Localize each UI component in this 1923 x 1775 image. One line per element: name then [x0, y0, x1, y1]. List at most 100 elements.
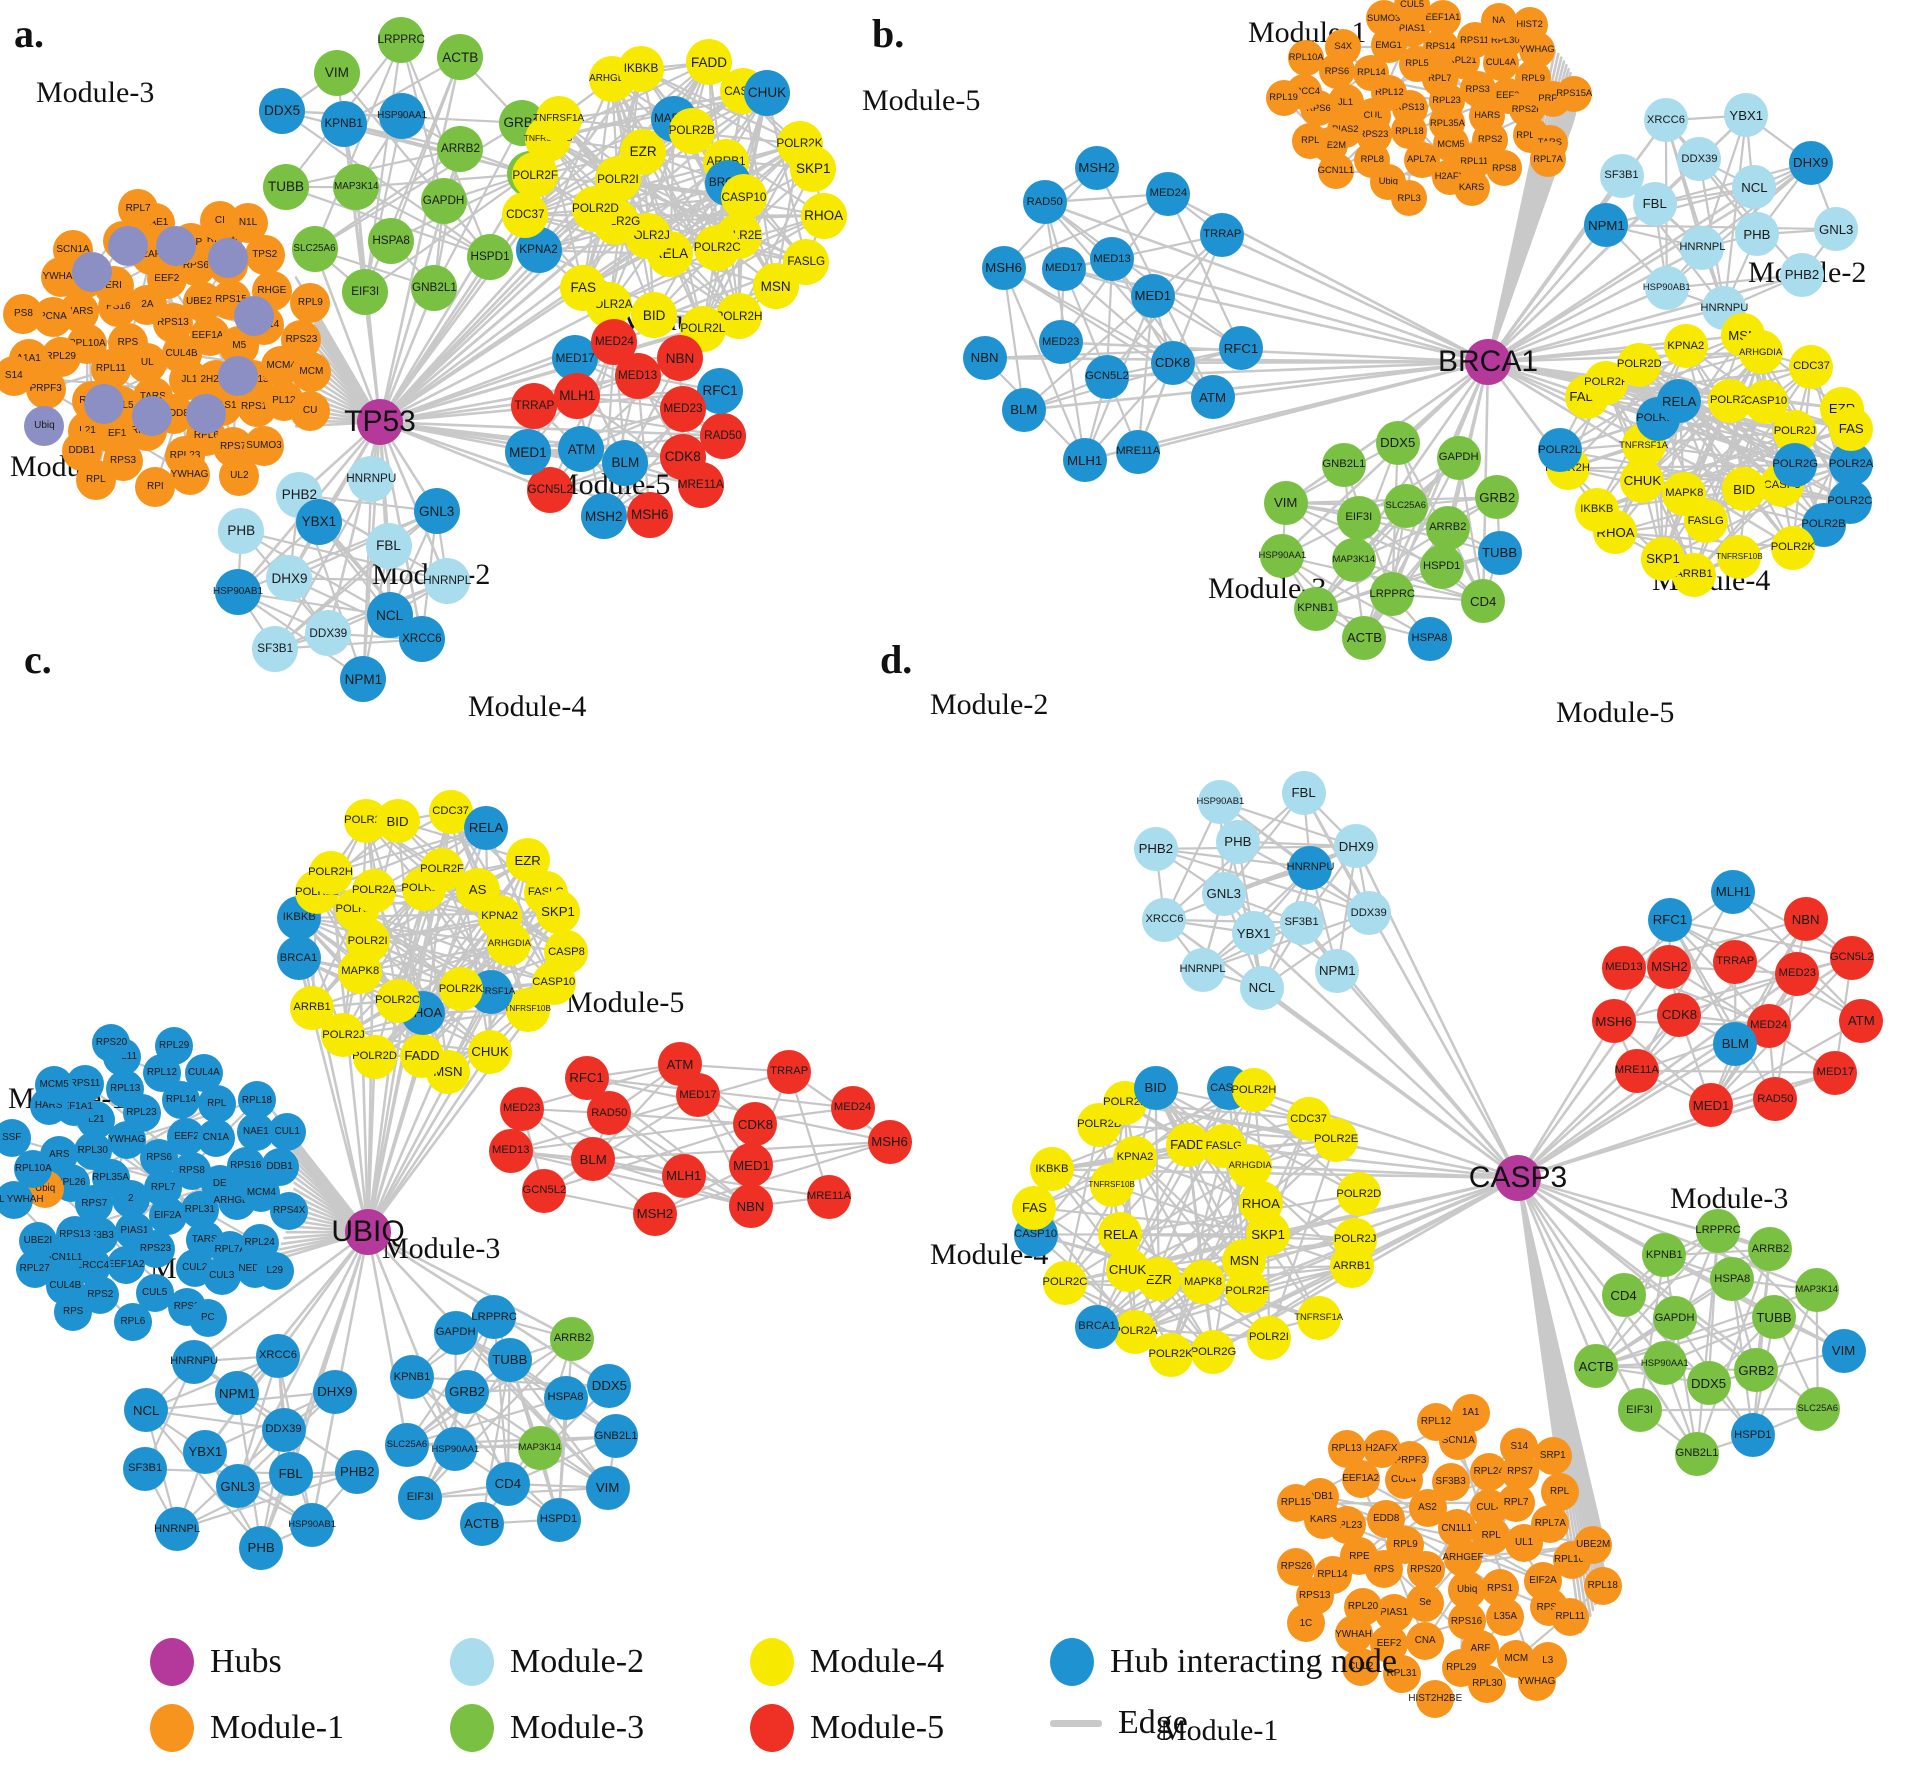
panel-c-module1-blob-node-54[interactable]: MCM5 — [35, 1065, 74, 1104]
panel-b-module2-node-hsp90ab1[interactable]: HSP90AB1 — [1643, 266, 1691, 311]
panel-b-module1-blob-node-33[interactable]: S4X — [1325, 29, 1362, 66]
panel-c-module3-node-lrpprc[interactable]: LRPPRC — [471, 1295, 517, 1340]
panel-d-module4-node-kpna2[interactable]: KPNA2 — [1113, 1135, 1158, 1180]
panel-b-module4-node-polr2g[interactable]: POLR2G — [1772, 443, 1818, 487]
panel-b-module1-blob-node-50[interactable]: RPL7A — [1530, 141, 1567, 178]
panel-a-module2-node-ddx39[interactable]: DDX39 — [305, 610, 352, 657]
panel-d-module3-node-vim[interactable]: VIM — [1821, 1328, 1866, 1373]
panel-d-module4-node-polr2i[interactable]: POLR2I — [1246, 1315, 1291, 1360]
panel-a-module5-node-mlh1[interactable]: MLH1 — [554, 373, 601, 420]
panel-b-module2-node-fbl[interactable]: FBL — [1632, 181, 1677, 226]
panel-c-module1-blob-node-44[interactable]: CUL4A — [184, 1053, 223, 1092]
panel-a-module1-accent-1[interactable] — [108, 226, 148, 266]
panel-d-module5-node-med13[interactable]: MED13 — [1601, 945, 1646, 990]
panel-d-module1-blob-node-16[interactable]: L35A — [1486, 1597, 1525, 1636]
panel-a-module5-node-med13[interactable]: MED13 — [614, 352, 661, 399]
panel-d-module2-node-hsp90ab1[interactable]: HSP90AB1 — [1196, 779, 1244, 824]
panel-b-module2-node-dhx9[interactable]: DHX9 — [1788, 140, 1833, 185]
panel-a-module3-node-hspa8[interactable]: HSPA8 — [368, 217, 415, 264]
panel-a-module2-node-fbl[interactable]: FBL — [365, 523, 412, 570]
panel-c-module1-blob-node-56[interactable]: RPL27 — [15, 1250, 54, 1289]
panel-a-module2-node-dhx9[interactable]: DHX9 — [266, 555, 313, 602]
panel-a-module1-blob-node-53[interactable]: RPI — [135, 466, 176, 507]
panel-d-module3-node-gnb2l1[interactable]: GNB2L1 — [1675, 1431, 1719, 1476]
panel-b-module4-node-polr2k[interactable]: POLR2K — [1771, 525, 1815, 570]
panel-d-module2-node-sf3b1[interactable]: SF3B1 — [1279, 900, 1324, 945]
panel-c-module3-node-grb2[interactable]: GRB2 — [445, 1370, 490, 1414]
panel-b-module1-blob-node-51[interactable]: RPL19 — [1265, 79, 1302, 116]
panel-c-module4-node-polr2k[interactable]: POLR2K — [439, 967, 483, 1012]
panel-a-module5-node-atm[interactable]: ATM — [558, 426, 605, 473]
panel-c-module3-node-hsp90aa1[interactable]: HSP90AA1 — [431, 1427, 479, 1472]
panel-a-module3-node-vim[interactable]: VIM — [313, 49, 360, 96]
panel-c-module4-node-skp1[interactable]: SKP1 — [536, 889, 581, 934]
panel-b-module5-node-med13[interactable]: MED13 — [1090, 237, 1135, 282]
panel-c-module4-node-arrb1[interactable]: ARRB1 — [290, 985, 335, 1030]
panel-d-module1-blob-node-54[interactable]: RPL13 — [1327, 1430, 1366, 1469]
panel-b-module3-node-kpnb1[interactable]: KPNB1 — [1293, 587, 1338, 632]
panel-b-module2-node-npm1[interactable]: NPM1 — [1584, 203, 1629, 248]
panel-c-module2-node-ncl[interactable]: NCL — [124, 1388, 169, 1433]
panel-c-module5-node-med13[interactable]: MED13 — [488, 1129, 533, 1174]
panel-b-module4-node-tnfrsf10b[interactable]: TNFRSF10B — [1716, 534, 1763, 579]
panel-d-module4-node-skp1[interactable]: SKP1 — [1246, 1212, 1291, 1257]
panel-a-module5-node-msh2[interactable]: MSH2 — [580, 493, 627, 540]
panel-d-module2-node-hnrnpu[interactable]: HNRNPU — [1286, 845, 1334, 890]
panel-d-module3-node-lrpprc[interactable]: LRPPRC — [1695, 1208, 1741, 1253]
panel-c-module2-node-hnrnpl[interactable]: HNRNPL — [154, 1507, 200, 1552]
panel-d-module4-node-ikbkb[interactable]: IKBKB — [1029, 1147, 1074, 1192]
panel-b-module4-node-kpna2[interactable]: KPNA2 — [1663, 324, 1708, 369]
panel-a-module2-node-phb[interactable]: PHB — [218, 508, 265, 555]
panel-d-module2-node-ddx39[interactable]: DDX39 — [1346, 891, 1391, 936]
panel-b-module3-node-slc25a6[interactable]: SLC25A6 — [1383, 483, 1428, 528]
panel-d-module5-node-atm[interactable]: ATM — [1839, 998, 1884, 1043]
panel-b-module4-node-fas[interactable]: FAS — [1829, 407, 1874, 452]
panel-c-module5-node-mlh1[interactable]: MLH1 — [661, 1153, 706, 1198]
panel-c-module5-node-med17[interactable]: MED17 — [676, 1073, 721, 1118]
panel-b-module3-node-map3k14[interactable]: MAP3K14 — [1331, 538, 1376, 583]
panel-d-module2-node-ybx1[interactable]: YBX1 — [1231, 911, 1276, 956]
panel-c-hub-ubiq[interactable] — [345, 1209, 391, 1255]
panel-c-module1-blob-node-63[interactable]: L29 — [255, 1251, 294, 1290]
panel-d-module4-node-polr2g[interactable]: POLR2G — [1191, 1330, 1236, 1375]
panel-c-module2-node-dhx9[interactable]: DHX9 — [312, 1369, 357, 1414]
panel-d-module3-node-map3k14[interactable]: MAP3K14 — [1794, 1268, 1839, 1313]
panel-b-module1-blob-node-52[interactable]: HIST2 — [1511, 7, 1548, 44]
panel-d-module4-node-brca1[interactable]: BRCA1 — [1075, 1304, 1120, 1349]
panel-d-module4-node-fas[interactable]: FAS — [1012, 1185, 1057, 1230]
panel-c-module5-node-med23[interactable]: MED23 — [499, 1086, 544, 1131]
panel-c-module4-node-polr2a[interactable]: POLR2A — [352, 869, 396, 914]
panel-d-module1-blob-node-56[interactable]: 1C — [1286, 1604, 1325, 1643]
panel-b-module3-node-gnb2l1[interactable]: GNB2L1 — [1321, 442, 1366, 487]
panel-b-module4-node-rela[interactable]: RELA — [1657, 379, 1702, 424]
panel-a-module1-accent-3[interactable] — [208, 238, 248, 278]
panel-c-module2-node-ddx39[interactable]: DDX39 — [261, 1407, 306, 1452]
panel-d-module3-node-tubb[interactable]: TUBB — [1751, 1295, 1796, 1340]
panel-a-module5-node-trrap[interactable]: TRRAP — [511, 382, 558, 429]
panel-d-module1-blob-node-41[interactable]: H2AFX — [1362, 1430, 1401, 1469]
panel-c-module1-blob-node-18[interactable]: CN1A — [196, 1119, 235, 1158]
panel-d-module1-blob-node-58[interactable]: YWHAG — [1517, 1662, 1556, 1701]
panel-b-hub-brca1[interactable] — [1465, 339, 1511, 385]
panel-b-module5-node-med1[interactable]: MED1 — [1130, 273, 1175, 318]
panel-a-module1-blob-node-62[interactable]: RPL7 — [118, 188, 159, 229]
panel-c-module3-node-tubb[interactable]: TUBB — [487, 1337, 532, 1382]
panel-a-module3-node-ddx5[interactable]: DDX5 — [259, 88, 306, 135]
panel-c-module3-node-kpnb1[interactable]: KPNB1 — [390, 1355, 434, 1400]
panel-d-module5-node-med17[interactable]: MED17 — [1813, 1050, 1858, 1095]
panel-c-module5-node-nbn[interactable]: NBN — [728, 1184, 773, 1229]
panel-b-module3-node-actb[interactable]: ACTB — [1342, 615, 1387, 660]
panel-c-module5-node-med1[interactable]: MED1 — [729, 1143, 774, 1188]
panel-a-module3-node-map3k14[interactable]: MAP3K14 — [333, 164, 380, 211]
panel-c-module2-node-fbl[interactable]: FBL — [268, 1451, 313, 1496]
panel-d-module3-node-hsp90aa1[interactable]: HSP90AA1 — [1641, 1341, 1689, 1386]
panel-a-module5-node-msh6[interactable]: MSH6 — [626, 492, 673, 539]
panel-d-module1-blob-node-45[interactable]: RPL30 — [1468, 1664, 1507, 1703]
panel-b-module3-node-gapdh[interactable]: GAPDH — [1436, 435, 1481, 480]
panel-b-module4-node-polr2l[interactable]: POLR2L — [1537, 428, 1582, 473]
panel-b-module1-blob-node-44[interactable]: NA — [1480, 2, 1517, 39]
panel-a-module3-node-gapdh[interactable]: GAPDH — [420, 178, 467, 225]
panel-a-module4-node-chuk[interactable]: CHUK — [743, 70, 790, 117]
panel-b-module5-node-mre11a[interactable]: MRE11A — [1116, 429, 1160, 474]
panel-b-module3-node-lrpprc[interactable]: LRPPRC — [1370, 572, 1415, 617]
